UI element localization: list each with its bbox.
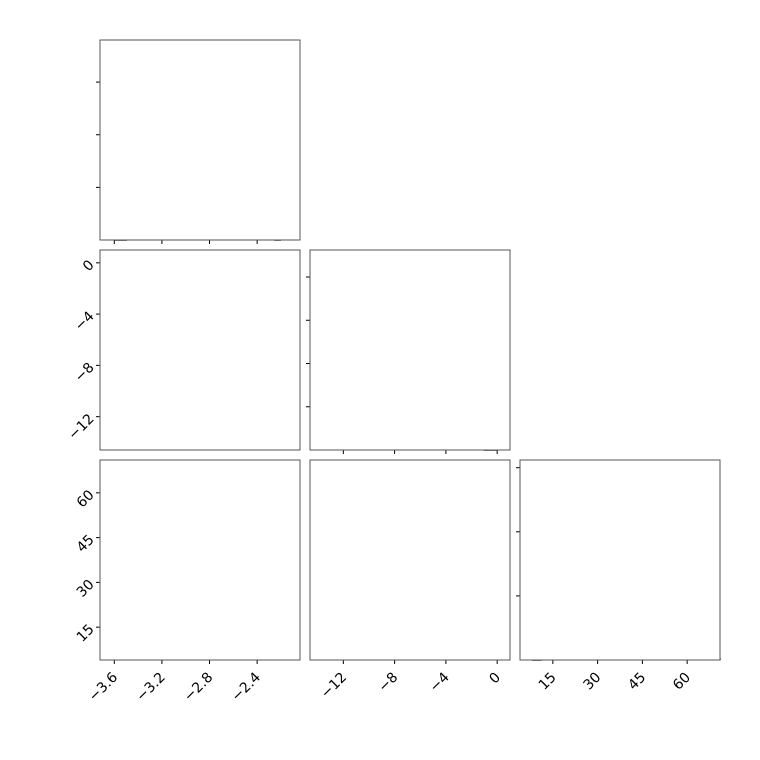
y-tick-label: 45 <box>74 532 98 556</box>
sample-point <box>186 458 188 460</box>
panel-frame <box>99 459 301 661</box>
x-tick-label: 45 <box>625 670 649 694</box>
sample-point <box>307 542 309 544</box>
y-tick-label: −12 <box>65 411 97 443</box>
panel-frame <box>309 459 511 661</box>
y-tick-label: 15 <box>74 622 98 646</box>
sample-point <box>202 454 204 456</box>
x-tick-label: 15 <box>536 670 560 694</box>
y-tick-label: −4 <box>72 308 98 334</box>
panel-frame <box>519 459 721 661</box>
y-tick-label: 0 <box>80 257 98 275</box>
sample-point <box>203 454 205 456</box>
panel-frame <box>99 249 301 451</box>
sample-point <box>217 454 219 456</box>
sample-point <box>301 567 303 569</box>
panel-frame <box>99 39 301 241</box>
x-tick-label: 30 <box>581 670 605 694</box>
sample-point <box>171 452 173 454</box>
sample-point <box>227 451 229 453</box>
y-tick-label: 60 <box>74 487 98 511</box>
sample-point <box>215 451 217 453</box>
sample-point <box>246 453 248 455</box>
sample-point <box>307 570 309 572</box>
panel-frame <box>309 249 511 451</box>
sample-point <box>302 587 304 589</box>
sample-point <box>302 594 304 596</box>
x-tick-label: 0 <box>486 670 504 688</box>
x-tick-label: 60 <box>670 670 694 694</box>
x-tick-label: −12 <box>318 670 350 702</box>
x-tick-label: −3.2 <box>133 670 168 705</box>
x-tick-label: −3.6 <box>86 669 121 704</box>
x-tick-label: −2.8 <box>181 670 216 705</box>
y-tick-label: −8 <box>72 360 98 386</box>
y-tick-label: 30 <box>74 577 98 601</box>
sample-point <box>306 580 308 582</box>
x-tick-label: −4 <box>427 669 453 695</box>
x-tick-label: −8 <box>376 670 402 696</box>
sample-point <box>200 454 202 456</box>
x-tick-label: −2.4 <box>229 669 264 704</box>
sample-point <box>302 593 304 595</box>
